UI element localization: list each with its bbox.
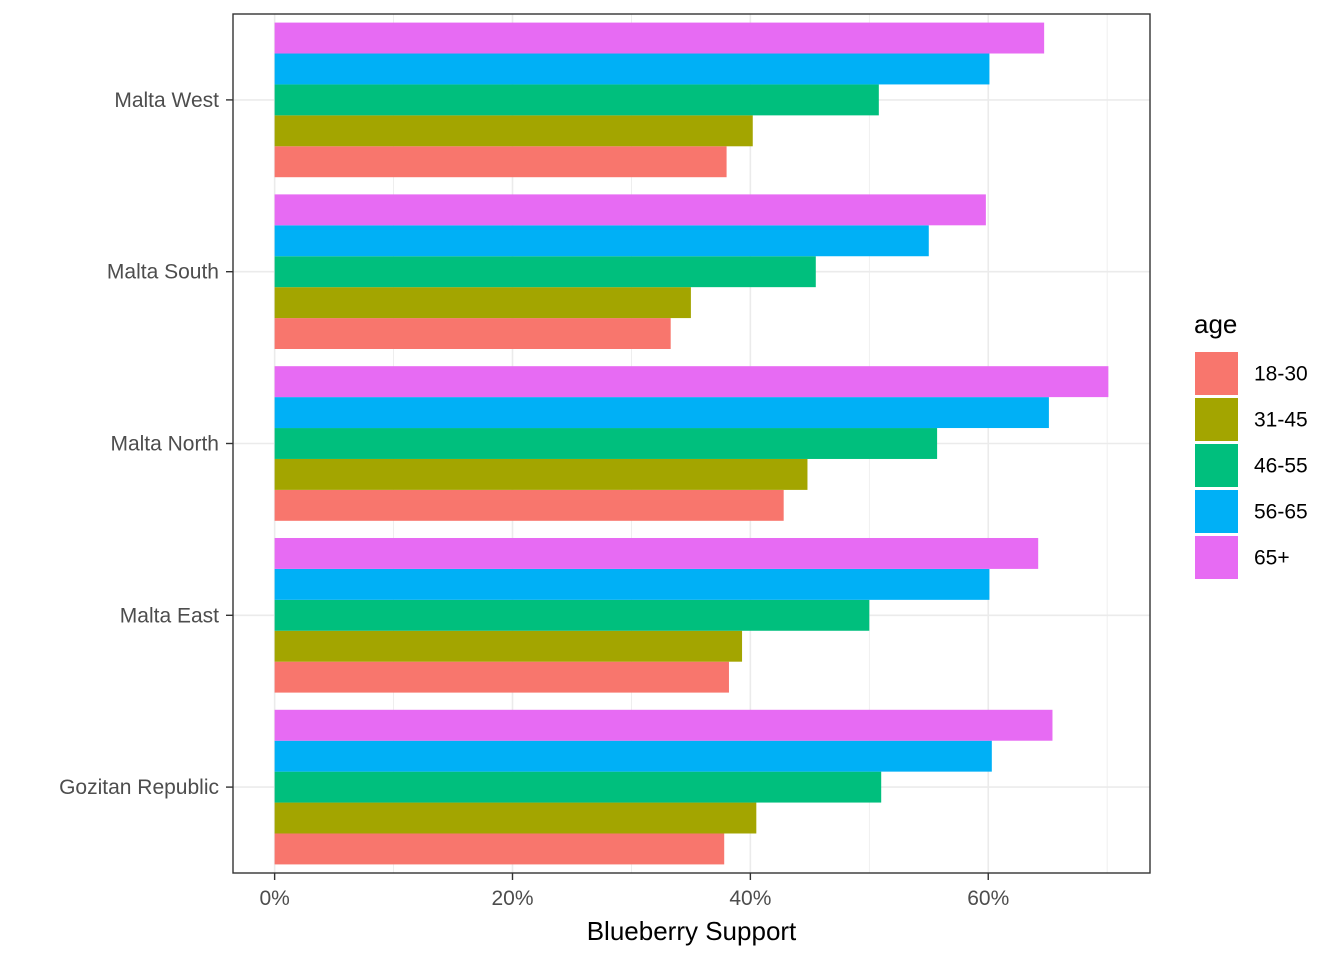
legend-title: age	[1194, 309, 1237, 339]
legend-label: 46-55	[1254, 455, 1308, 478]
legend-key	[1195, 444, 1238, 487]
bar	[274, 22, 1045, 54]
bar	[274, 84, 879, 116]
x-tick-label: 40%	[729, 887, 771, 910]
bar	[274, 630, 743, 662]
bar	[274, 833, 725, 865]
x-tick-label: 0%	[259, 887, 289, 910]
x-axis: 0% 20% 40% 60%	[259, 873, 1009, 910]
bar	[274, 771, 882, 803]
bar	[274, 489, 784, 521]
bar	[274, 458, 808, 490]
y-tick-label: Malta North	[110, 433, 219, 456]
legend-key	[1195, 536, 1238, 579]
bar	[274, 256, 816, 288]
bar	[274, 661, 729, 693]
x-tick-label: 60%	[967, 887, 1009, 910]
legend-key	[1195, 490, 1238, 533]
legend-label: 65+	[1254, 547, 1290, 570]
bar	[274, 287, 691, 319]
legend-label: 31-45	[1254, 409, 1308, 432]
y-tick-label: Gozitan Republic	[59, 776, 219, 799]
legend-label: 56-65	[1254, 501, 1308, 524]
legend-key	[1195, 352, 1238, 395]
bar	[274, 146, 727, 178]
bar	[274, 599, 870, 631]
bar	[274, 225, 929, 257]
y-axis: Gozitan Republic Malta East Malta North Mal…	[59, 89, 233, 799]
y-tick-label: Malta East	[120, 604, 219, 627]
bar	[274, 802, 757, 834]
x-tick-label: 20%	[491, 887, 533, 910]
bar	[274, 366, 1109, 398]
bar	[274, 537, 1039, 569]
legend: age 18-30 31-45 46-55 56-65 65+	[1194, 309, 1308, 579]
bar	[274, 115, 753, 147]
bar	[274, 709, 1053, 741]
bar	[274, 740, 992, 772]
y-tick-label: Malta West	[114, 89, 219, 112]
legend-label: 18-30	[1254, 363, 1308, 386]
bar	[274, 568, 990, 600]
bar	[274, 428, 938, 459]
bar	[274, 53, 990, 85]
bar	[274, 318, 671, 350]
y-tick-label: Malta South	[107, 261, 219, 284]
bar	[274, 194, 986, 226]
x-axis-title: Blueberry Support	[587, 916, 797, 946]
legend-key	[1195, 398, 1238, 441]
bar	[274, 397, 1049, 429]
bars	[274, 22, 1109, 865]
